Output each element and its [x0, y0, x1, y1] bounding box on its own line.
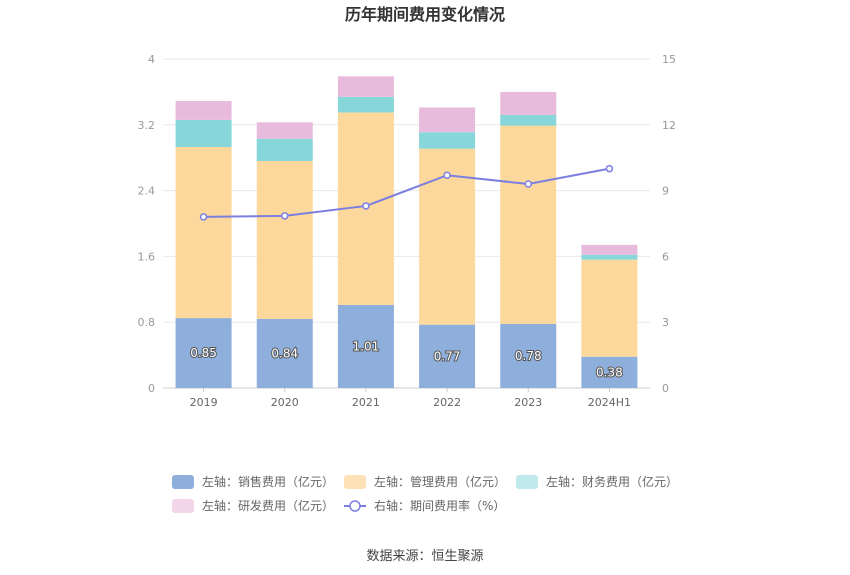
rate-point: [199, 213, 208, 221]
x-tick-label: 2024H1: [588, 396, 631, 409]
legend-item: 左轴：财务费用（亿元）: [516, 474, 678, 489]
bar-data-label: 0.84: [271, 346, 298, 360]
left-tick-label: 2.4: [138, 185, 156, 198]
legend-label: 右轴：期间费用率（%）: [374, 498, 505, 513]
legend-label: 左轴：管理费用（亿元）: [374, 474, 506, 489]
right-tick-label: 9: [662, 185, 669, 198]
data-source: 数据来源：恒生聚源: [366, 549, 483, 564]
left-tick-label: 4: [148, 53, 155, 66]
rate-line-path: [203, 167, 610, 218]
rate-point: [605, 164, 614, 173]
legend-swatch: [516, 475, 538, 489]
right-tick-label: 12: [662, 119, 676, 132]
grid: [163, 58, 650, 389]
left-tick-label: 1.6: [138, 250, 156, 263]
bar-segment: [419, 132, 476, 149]
legend-label: 左轴：财务费用（亿元）: [546, 474, 678, 489]
x-tick-label: 2022: [433, 396, 461, 409]
left-tick-label: 0: [148, 382, 155, 395]
bar-segment: [500, 323, 557, 388]
legend-label: 左轴：销售费用（亿元）: [202, 474, 334, 489]
bar-data-label: 0.38: [596, 365, 623, 379]
bar-segment: [175, 318, 232, 388]
rate-point: [443, 171, 451, 179]
legend-item: 左轴：研发费用（亿元）: [172, 498, 334, 513]
bar-data-label: 0.78: [515, 349, 542, 363]
bar-segment: [337, 76, 394, 97]
bar-segment: [500, 125, 557, 324]
legend-item: 左轴：管理费用（亿元）: [344, 474, 506, 489]
legend: 左轴：销售费用（亿元） 左轴：管理费用（亿元） 左轴：财务费用（亿元） 左轴：研发费用…: [172, 474, 678, 513]
bar-segment: [581, 259, 638, 357]
bar-segment: [500, 114, 557, 126]
left-tick-label: 3.2: [138, 119, 156, 132]
bar-segment: [419, 324, 476, 388]
rate-point: [281, 212, 289, 220]
legend-item: 左轴：销售费用（亿元）: [172, 474, 334, 489]
x-axis: 2019 2020 2021 2022 2023 2024H1: [190, 388, 631, 409]
bar-data-label: 1.01: [353, 339, 380, 353]
rate-point: [524, 180, 532, 188]
bar-segment: [175, 119, 232, 148]
legend-swatch: [172, 499, 194, 513]
x-tick-label: 2020: [271, 396, 299, 409]
legend-swatch: [172, 475, 194, 489]
legend-label: 左轴：研发费用（亿元）: [202, 498, 334, 513]
right-tick-label: 0: [662, 382, 669, 395]
legend-swatch: [344, 475, 366, 489]
legend-item: 右轴：期间费用率（%）: [344, 498, 505, 513]
bar-segment: [256, 138, 313, 161]
right-tick-label: 15: [662, 53, 676, 66]
right-tick-label: 3: [662, 316, 669, 329]
rate-point: [362, 202, 370, 210]
x-tick-label: 2019: [190, 396, 218, 409]
bar-segment: [256, 160, 313, 319]
rate-line: [199, 164, 614, 221]
bar-segment: [581, 356, 638, 388]
bar-segment: [256, 318, 313, 388]
bar-segment: [175, 147, 232, 319]
right-axis: 0 3 6 9 12 15: [662, 53, 676, 395]
bar-segment: [419, 107, 476, 133]
bar-segment: [500, 91, 557, 115]
bar-segment: [581, 244, 638, 255]
bar-data-label: 0.77: [434, 349, 461, 363]
chart-title: 历年期间费用变化情况: [345, 5, 505, 24]
x-tick-label: 2023: [514, 396, 542, 409]
left-axis: 0 0.8 1.6 2.4 3.2 4: [138, 53, 156, 395]
bar-segment: [256, 122, 313, 139]
bar-segment: [337, 304, 394, 388]
bars: [175, 76, 638, 388]
x-tick-label: 2021: [352, 396, 380, 409]
right-tick-label: 6: [662, 250, 669, 263]
bar-segment: [581, 254, 638, 260]
bar-segment: [337, 96, 394, 113]
bar-segment: [175, 100, 232, 120]
bar-data-label: 0.85: [190, 346, 217, 360]
left-tick-label: 0.8: [138, 316, 156, 329]
legend-marker: [349, 500, 361, 512]
bar-labels: 0.85 0.84 1.01 0.77 0.78 0.38: [189, 338, 624, 380]
